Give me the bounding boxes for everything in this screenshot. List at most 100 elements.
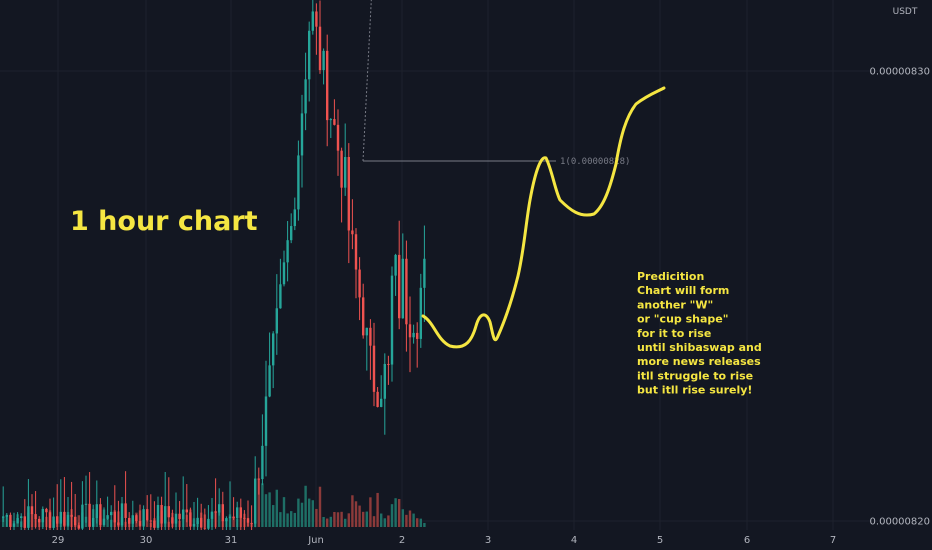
candle-body [225, 518, 228, 522]
volume-bar [358, 505, 361, 527]
volume-bar [336, 512, 340, 527]
volume-bar [401, 509, 404, 527]
candle-body [254, 478, 257, 524]
candle-body [423, 258, 426, 288]
volume-bar [315, 508, 318, 527]
candle-body [38, 518, 41, 523]
volume-bar [362, 511, 365, 527]
volume-bar [290, 511, 293, 527]
time-tick-label: 7 [830, 535, 836, 546]
candle-body [178, 513, 181, 520]
volume-bar [261, 483, 264, 527]
volume-bar [308, 498, 311, 527]
volume-bar [300, 502, 304, 527]
candle-body [128, 517, 131, 524]
candle-body [365, 327, 368, 336]
candle-body [390, 275, 394, 365]
candle-body [156, 504, 160, 528]
candle-body [383, 363, 386, 399]
candle-body [59, 511, 62, 524]
volume-bar [412, 513, 415, 527]
candle-body [174, 513, 178, 524]
volume-bar [383, 518, 386, 527]
candle-body [66, 514, 70, 526]
candle-body [387, 363, 390, 365]
price-axis[interactable]: 0.000009300.000009200.000009100.00000900… [870, 0, 930, 528]
price-tick-label: 0.00000820 [870, 517, 930, 528]
candle-body [419, 287, 422, 339]
time-axis[interactable]: 29 30 31 Jun 2 3 4 5 6 7 [52, 535, 837, 546]
candle-body [138, 521, 142, 526]
candle-body [84, 503, 88, 505]
candle-body [318, 26, 322, 71]
candle-body [333, 119, 336, 125]
candle-body [250, 522, 253, 524]
candle-body [12, 523, 16, 527]
time-tick-label: 6 [744, 535, 750, 546]
volume-bar [268, 492, 271, 527]
candle-body [2, 516, 5, 518]
volume-bar [405, 514, 408, 527]
candle-body [322, 50, 325, 71]
candle-body [153, 520, 156, 528]
candle-body [9, 514, 12, 527]
candle-body [358, 269, 361, 298]
volume-bar [146, 521, 149, 527]
candle-body [52, 516, 55, 528]
candle-body [102, 518, 106, 525]
candle-body [293, 209, 296, 227]
candle-body [167, 506, 170, 518]
candle-body [412, 332, 415, 338]
candle-body [214, 511, 217, 513]
candle-body [30, 506, 34, 515]
candle-body [239, 507, 242, 518]
time-tick-label: 5 [657, 535, 663, 546]
candle-body [149, 520, 152, 522]
volume-bar [380, 513, 383, 527]
volume-bar [351, 495, 354, 527]
candle-body [117, 522, 120, 526]
candle-body [142, 509, 145, 526]
volume-bar [106, 517, 109, 527]
volume-bar [279, 512, 282, 527]
candle-body [329, 119, 332, 121]
volume-bar [390, 504, 394, 527]
volume-bar [272, 505, 275, 527]
candle-body [146, 509, 149, 521]
candle-body [171, 517, 174, 524]
volume-bar [408, 510, 412, 527]
price-tick-label: 0.00000830 [870, 67, 930, 78]
prediction-text-line: more news releases [637, 355, 761, 368]
fibonacci-retracement[interactable]: 0(0.00000911)0.236(0.00000891)0.382(0.00… [362, 0, 652, 167]
time-tick-label: 3 [485, 535, 491, 546]
candle-body [196, 517, 199, 524]
candle-body [185, 509, 188, 513]
candle-body [398, 254, 401, 319]
candle-body [304, 79, 307, 114]
candle-body [268, 365, 271, 397]
candle-body [106, 515, 109, 519]
candle-body [405, 258, 408, 325]
time-tick-label: 31 [225, 535, 238, 546]
candle-body [372, 345, 376, 392]
candle-body [416, 332, 419, 339]
candle-body [110, 511, 113, 516]
candle-body [27, 506, 30, 528]
candle-body [74, 516, 77, 526]
candle-body [351, 230, 354, 235]
fib-level-label: 1(0.00000828) [560, 157, 630, 167]
volume-bar [318, 486, 322, 527]
volume-bar [286, 513, 289, 527]
candle-body [41, 508, 44, 523]
time-tick-label: 2 [399, 535, 405, 546]
volume-bar [322, 516, 325, 527]
candle-body [113, 511, 116, 523]
chart-headline: 1 hour chart [70, 206, 258, 237]
price-axis-unit: USDT [893, 7, 918, 17]
volume-bar [387, 515, 390, 527]
candle-body [228, 516, 232, 519]
candle-body [344, 157, 347, 188]
candle-body [16, 518, 19, 524]
